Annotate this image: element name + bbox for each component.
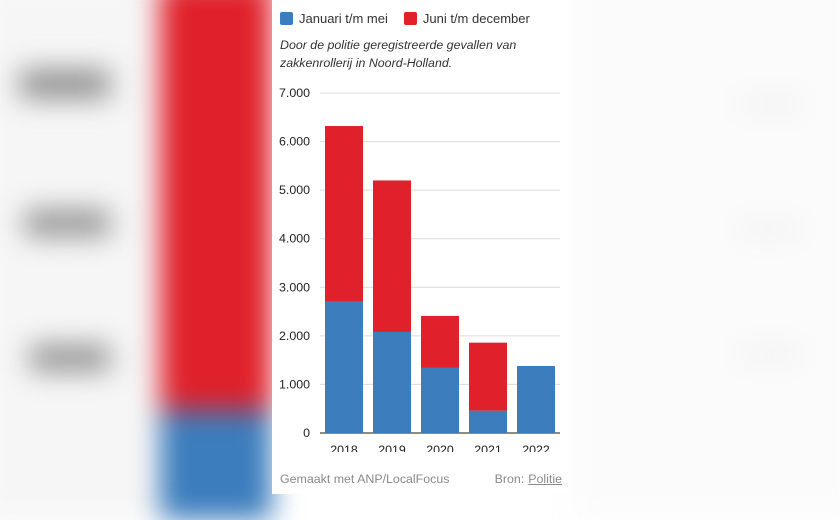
y-tick-label: 7.000 bbox=[279, 86, 310, 100]
y-tick-label: 1.000 bbox=[279, 377, 310, 391]
blurred-backdrop bbox=[20, 0, 800, 520]
chart-footer: Gemaakt met ANP/LocalFocus Bron: Politie bbox=[280, 472, 562, 490]
bar-jan-may-2020 bbox=[421, 367, 459, 433]
bar-jan-may-2019 bbox=[373, 331, 411, 433]
bar-jun-dec-2021 bbox=[469, 342, 507, 411]
source-attribution: Bron: Politie bbox=[495, 472, 562, 486]
y-tick-label: 3.000 bbox=[279, 280, 310, 294]
y-tick-label: 4.000 bbox=[279, 232, 310, 246]
y-tick-label: 2.000 bbox=[279, 329, 310, 343]
stacked-bar-chart: 0 1.000 2.000 3.000 4.000 5.000 6.000 7.000 2018… bbox=[279, 86, 560, 452]
bar-jun-dec-2020 bbox=[421, 315, 459, 368]
y-tick-label: 0 bbox=[303, 426, 310, 440]
bar-jan-may-2021 bbox=[469, 410, 507, 433]
y-tick-label: 6.000 bbox=[279, 135, 310, 149]
legend-swatch-red bbox=[403, 11, 417, 25]
bar-jun-dec-2019 bbox=[373, 180, 411, 332]
legend-item-jan-may: Januari t/m mei bbox=[280, 11, 388, 26]
bar-jan-may-2018 bbox=[325, 301, 363, 433]
x-tick-label: 2020 bbox=[426, 443, 454, 452]
legend: Januari t/m mei Juni t/m december bbox=[280, 9, 546, 27]
bar-jan-may-2022 bbox=[517, 365, 555, 433]
source-link[interactable]: Politie bbox=[528, 472, 562, 486]
x-tick-label: 2019 bbox=[378, 443, 406, 452]
chart-card: Januari t/m mei Juni t/m december Door d… bbox=[272, 0, 568, 494]
legend-label-jan-may: Januari t/m mei bbox=[299, 10, 388, 26]
legend-swatch-blue bbox=[280, 11, 293, 25]
credit-text: Gemaakt met ANP/LocalFocus bbox=[280, 472, 450, 486]
bar-jun-dec-2018 bbox=[325, 126, 363, 302]
source-label: Bron: bbox=[494, 472, 525, 486]
x-tick-label: 2018 bbox=[330, 443, 358, 452]
legend-label-jun-dec: Juni t/m december bbox=[422, 10, 530, 26]
legend-item-jun-dec: Juni t/m december bbox=[403, 10, 530, 26]
x-tick-label: 2021 bbox=[474, 443, 502, 452]
y-tick-label: 5.000 bbox=[279, 183, 310, 197]
x-tick-label: 2022 bbox=[522, 443, 550, 452]
chart-subtitle: Door de politie geregistreerde gevallen … bbox=[280, 38, 517, 70]
